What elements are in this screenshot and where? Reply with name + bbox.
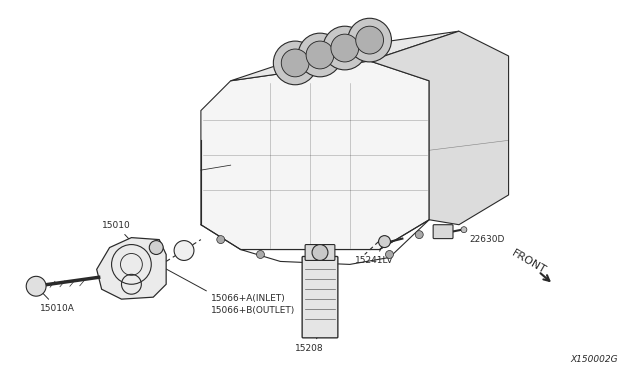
Circle shape	[282, 49, 309, 77]
Polygon shape	[370, 31, 509, 225]
Text: X150002G: X150002G	[570, 355, 618, 364]
Circle shape	[356, 26, 383, 54]
Text: 15010A: 15010A	[38, 288, 75, 313]
Circle shape	[348, 18, 392, 62]
Circle shape	[312, 244, 328, 260]
Circle shape	[174, 241, 194, 260]
Circle shape	[331, 34, 358, 62]
Polygon shape	[97, 238, 166, 299]
Text: 15066+A(INLET)
15066+B(OUTLET): 15066+A(INLET) 15066+B(OUTLET)	[211, 294, 295, 315]
Circle shape	[273, 41, 317, 85]
Circle shape	[461, 227, 467, 232]
Circle shape	[298, 33, 342, 77]
Circle shape	[378, 235, 390, 247]
Text: 22630D: 22630D	[467, 231, 504, 244]
Circle shape	[385, 250, 394, 259]
Text: 15010: 15010	[102, 221, 131, 240]
Circle shape	[415, 231, 423, 238]
Circle shape	[26, 276, 46, 296]
Text: FRONT: FRONT	[509, 248, 547, 275]
Circle shape	[257, 250, 264, 259]
Circle shape	[306, 41, 334, 69]
Text: 15208: 15208	[295, 336, 324, 353]
Text: 15241LV: 15241LV	[355, 244, 394, 265]
FancyBboxPatch shape	[433, 225, 453, 238]
Circle shape	[149, 241, 163, 254]
FancyBboxPatch shape	[305, 244, 335, 260]
Polygon shape	[230, 31, 459, 81]
Circle shape	[217, 235, 225, 244]
Circle shape	[323, 26, 367, 70]
Polygon shape	[201, 61, 429, 250]
FancyBboxPatch shape	[302, 256, 338, 338]
